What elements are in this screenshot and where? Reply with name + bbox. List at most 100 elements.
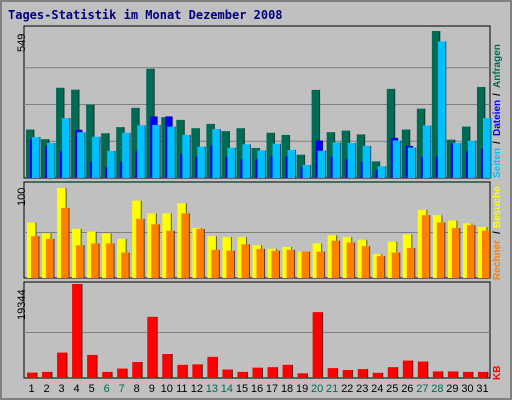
bar-kb bbox=[402, 360, 413, 378]
bar-rechner bbox=[346, 242, 355, 278]
bar-seiten bbox=[242, 144, 251, 178]
bar-rechner bbox=[106, 243, 115, 278]
bar-anfragen bbox=[281, 134, 290, 178]
bar-rechner bbox=[76, 245, 85, 278]
day-label: 3 bbox=[59, 383, 65, 395]
day-label: 11 bbox=[176, 383, 187, 395]
bar-kb bbox=[192, 364, 203, 378]
bar-seiten bbox=[197, 146, 206, 178]
day-label: 14 bbox=[221, 383, 233, 395]
bar-anfragen bbox=[191, 128, 200, 178]
bar-seiten bbox=[182, 134, 191, 178]
day-label: 20 bbox=[311, 383, 323, 395]
bar-rechner bbox=[376, 256, 385, 278]
bar-anfragen bbox=[341, 130, 350, 178]
day-label: 30 bbox=[461, 383, 473, 395]
bar-anfragen bbox=[116, 127, 125, 178]
bar-rechner bbox=[451, 227, 460, 278]
bar-rechner bbox=[406, 247, 415, 278]
day-label: 25 bbox=[386, 383, 398, 395]
day-label: 15 bbox=[236, 383, 248, 395]
bar-kb bbox=[477, 371, 488, 378]
bar-anfragen bbox=[236, 128, 245, 178]
bar-seiten bbox=[257, 150, 266, 178]
bar-rechner bbox=[61, 207, 70, 278]
bar-rechner bbox=[301, 251, 310, 278]
day-label: 22 bbox=[341, 383, 353, 395]
day-label: 21 bbox=[326, 383, 338, 395]
bar-seiten bbox=[347, 142, 356, 178]
bar-kb bbox=[147, 316, 158, 378]
bar-kb bbox=[57, 352, 68, 378]
day-label: 19 bbox=[296, 383, 308, 395]
bar-seiten bbox=[77, 132, 86, 178]
legend-rechner: Rechner bbox=[492, 239, 503, 280]
bar-seiten bbox=[167, 126, 176, 178]
bar-rechner bbox=[286, 249, 295, 278]
bar-anfragen bbox=[326, 132, 335, 178]
bar-seiten bbox=[392, 140, 401, 178]
bar-kb bbox=[357, 369, 368, 378]
bar-kb bbox=[252, 367, 263, 378]
bar-seiten bbox=[407, 147, 416, 178]
legend-besuche: Besuche bbox=[492, 186, 503, 228]
day-label: 31 bbox=[476, 383, 488, 395]
bar-seiten bbox=[452, 142, 461, 178]
bar-seiten bbox=[482, 118, 491, 178]
bar-kb bbox=[267, 367, 278, 378]
panel3-ymax-label: 19344 bbox=[16, 289, 28, 320]
bar-anfragen bbox=[86, 104, 95, 178]
bar-kb bbox=[432, 371, 443, 378]
bar-anfragen bbox=[176, 119, 185, 178]
bar-rechner bbox=[256, 248, 265, 278]
bar-rechner bbox=[226, 250, 235, 278]
bar-rechner bbox=[271, 250, 280, 278]
day-label: 27 bbox=[416, 383, 428, 395]
day-label: 5 bbox=[89, 383, 95, 395]
bar-kb bbox=[72, 284, 83, 378]
bar-seiten bbox=[272, 143, 281, 178]
bar-anfragen bbox=[221, 131, 230, 178]
bar-rechner bbox=[121, 252, 130, 278]
legend-anfragen: Anfragen bbox=[492, 44, 503, 88]
bar-seiten bbox=[227, 147, 236, 178]
bar-kb bbox=[87, 354, 98, 378]
bar-seiten bbox=[92, 136, 101, 178]
bar-rechner bbox=[166, 230, 175, 278]
bar-seiten bbox=[287, 149, 296, 178]
bar-seiten bbox=[107, 150, 116, 178]
bar-anfragen bbox=[356, 134, 365, 178]
bar-anfragen bbox=[296, 154, 305, 178]
bar-kb bbox=[42, 371, 53, 378]
bar-rechner bbox=[316, 251, 325, 278]
legend-separator: / bbox=[492, 93, 503, 96]
bar-rechner bbox=[151, 224, 160, 278]
bar-kb bbox=[387, 367, 398, 378]
bar-anfragen bbox=[131, 107, 140, 178]
bar-kb bbox=[282, 364, 293, 378]
bar-kb bbox=[207, 356, 218, 378]
bar-rechner bbox=[466, 225, 475, 278]
bar-seiten bbox=[47, 142, 56, 178]
bar-anfragen bbox=[266, 132, 275, 178]
bar-kb bbox=[372, 372, 383, 378]
bar-rechner bbox=[196, 228, 205, 278]
day-label: 9 bbox=[149, 383, 155, 395]
day-label: 23 bbox=[356, 383, 368, 395]
bar-seiten bbox=[32, 137, 40, 178]
bar-kb bbox=[132, 362, 143, 378]
bar-rechner bbox=[181, 213, 190, 278]
bar-seiten bbox=[437, 41, 446, 178]
bar-anfragen bbox=[416, 108, 425, 178]
day-label: 26 bbox=[401, 383, 413, 395]
day-label: 2 bbox=[43, 383, 49, 395]
day-label: 12 bbox=[191, 383, 203, 395]
bar-kb bbox=[447, 371, 458, 378]
legend-separator: / bbox=[492, 231, 503, 234]
day-label: 7 bbox=[119, 383, 125, 395]
day-label: 4 bbox=[74, 383, 80, 395]
bar-rechner bbox=[436, 222, 445, 278]
bar-rechner bbox=[481, 230, 490, 278]
bar-kb bbox=[237, 371, 248, 378]
